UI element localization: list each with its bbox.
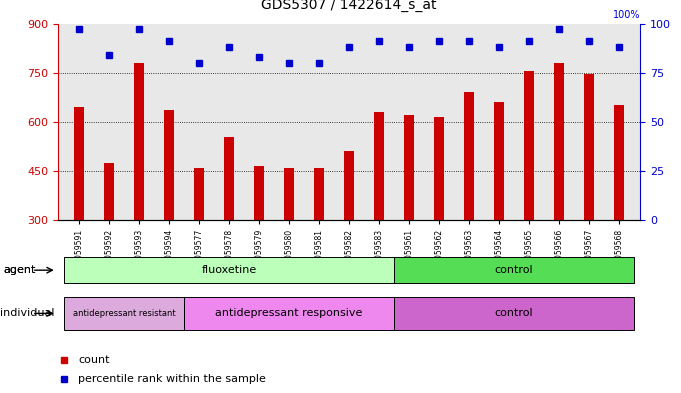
Bar [254,166,264,220]
Bar [64,297,184,330]
Bar [494,102,505,220]
Bar [223,136,234,220]
Bar [193,168,204,220]
Text: individual: individual [0,309,54,318]
Bar [404,115,414,220]
Bar [524,71,535,220]
Bar [64,257,394,283]
Text: agent: agent [3,265,36,275]
Bar [464,92,475,220]
Text: control: control [495,309,533,318]
Bar [184,297,394,330]
Text: antidepressant responsive: antidepressant responsive [215,309,363,318]
Bar [104,163,114,220]
Bar [614,105,624,220]
Bar [584,74,595,220]
Text: percentile rank within the sample: percentile rank within the sample [78,374,266,384]
Text: 100%: 100% [613,10,640,20]
Bar [344,151,354,220]
Bar [163,110,174,220]
Text: agent: agent [3,265,35,275]
Text: GDS5307 / 1422614_s_at: GDS5307 / 1422614_s_at [262,0,437,12]
Text: antidepressant resistant: antidepressant resistant [73,309,175,318]
Text: control: control [495,265,533,275]
Bar [554,63,565,220]
Bar [284,168,294,220]
Bar [374,112,384,220]
Bar [133,63,144,220]
Text: fluoxetine: fluoxetine [202,265,257,275]
Bar [74,107,84,220]
Bar [314,168,324,220]
Bar [434,117,444,220]
Bar [394,257,634,283]
Text: count: count [78,354,110,365]
Bar [394,297,634,330]
